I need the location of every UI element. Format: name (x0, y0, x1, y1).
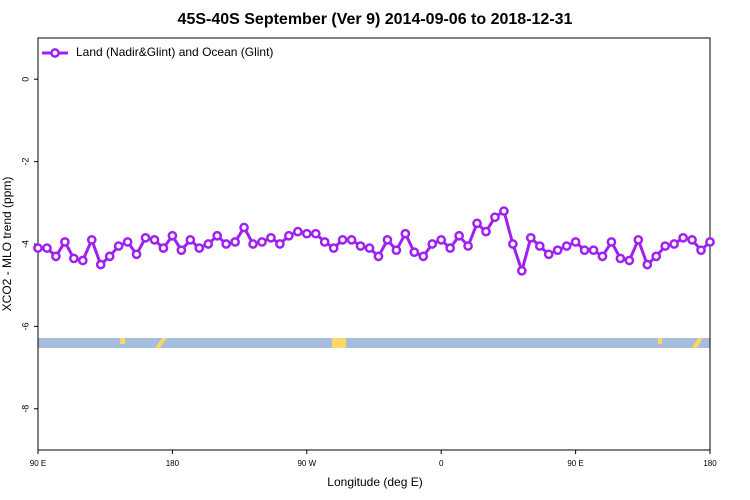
point (516, 265, 527, 276)
y-tick-label: -4 (20, 240, 30, 248)
point (212, 230, 223, 241)
point (194, 243, 205, 253)
point (95, 259, 106, 270)
point (391, 245, 402, 256)
point (158, 243, 169, 253)
point (705, 237, 715, 247)
x-tick-label: 90 E (30, 459, 46, 468)
point (319, 237, 330, 247)
point (77, 255, 88, 266)
point (696, 245, 706, 256)
x-axis-label: Longitude (deg E) (327, 475, 422, 489)
point (552, 245, 563, 256)
point (239, 222, 249, 233)
point (678, 232, 688, 243)
point (427, 239, 438, 249)
point (490, 212, 500, 223)
point (588, 245, 599, 256)
point (508, 239, 518, 249)
legend-marker (50, 48, 60, 58)
point (409, 247, 420, 258)
point (51, 251, 61, 262)
point (570, 237, 581, 247)
point (499, 206, 509, 216)
point (660, 241, 671, 251)
point (113, 241, 124, 251)
point (615, 253, 626, 264)
point (472, 218, 482, 229)
point (624, 255, 635, 266)
point (292, 226, 303, 237)
point (328, 243, 339, 253)
point (42, 243, 52, 253)
point (382, 235, 393, 245)
point (203, 239, 214, 249)
point (301, 228, 312, 239)
land-ocean-strip (38, 338, 710, 348)
y-tick-label: 0 (20, 77, 30, 82)
point (400, 228, 411, 239)
y-tick-label: -8 (20, 405, 30, 413)
point (445, 243, 456, 253)
point (687, 235, 697, 245)
point (633, 235, 644, 245)
point (642, 259, 653, 270)
x-tick-label: 180 (703, 459, 717, 468)
point (454, 230, 464, 241)
point (185, 235, 196, 245)
point (543, 249, 554, 260)
point (149, 235, 160, 245)
point (275, 239, 285, 249)
point (364, 243, 375, 253)
point (355, 241, 366, 251)
point (481, 226, 491, 237)
point (257, 237, 267, 247)
y-axis-label: XCO2 - MLO trend (ppm) (0, 177, 14, 312)
point (373, 251, 384, 262)
point (86, 235, 97, 245)
point (579, 245, 590, 256)
point (597, 251, 608, 262)
point (525, 232, 536, 243)
point (284, 230, 294, 241)
point (561, 241, 572, 251)
point (230, 237, 240, 247)
x-tick-label: 0 (439, 459, 444, 468)
point (534, 241, 545, 251)
point (167, 230, 178, 241)
point (33, 243, 43, 253)
point (248, 239, 258, 249)
point (140, 232, 151, 243)
point (463, 241, 473, 251)
point (346, 235, 357, 245)
point (436, 235, 447, 245)
x-tick-label: 180 (166, 459, 180, 468)
point (68, 253, 79, 264)
point (337, 235, 348, 245)
point (221, 239, 232, 249)
y-tick-label: -2 (20, 158, 30, 166)
chart-title: 45S-40S September (Ver 9) 2014-09-06 to … (178, 11, 573, 28)
point (606, 237, 617, 247)
point (176, 245, 187, 256)
point (651, 251, 662, 262)
point (131, 249, 142, 260)
point (669, 239, 680, 249)
point (310, 228, 321, 239)
point (266, 232, 276, 243)
legend-label: Land (Nadir&Glint) and Ocean (Glint) (76, 45, 273, 59)
x-tick-label: 90 E (567, 459, 583, 468)
point (60, 237, 70, 247)
point (418, 251, 429, 262)
y-tick-label: -6 (20, 322, 30, 330)
point (122, 237, 133, 247)
x-tick-label: 90 W (297, 459, 316, 468)
point (104, 251, 115, 262)
